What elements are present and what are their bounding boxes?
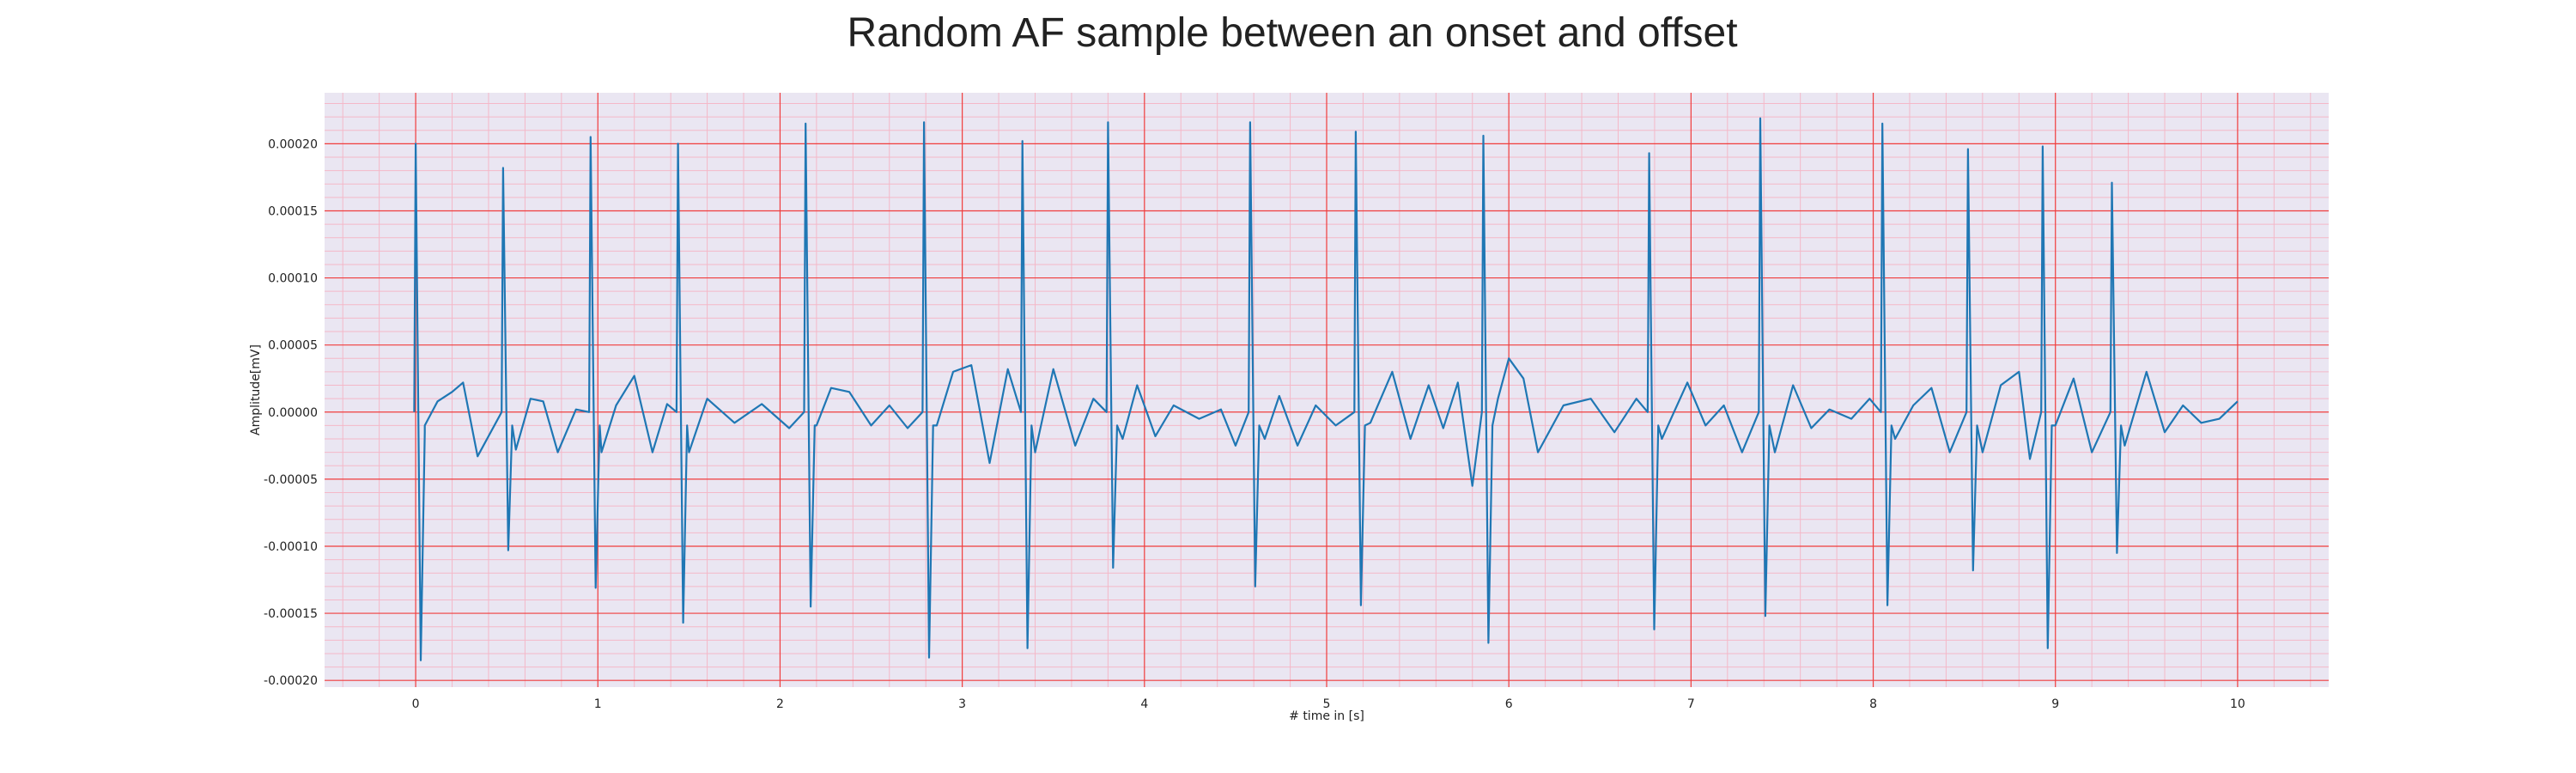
x-tick-label: 0 (412, 697, 420, 711)
ecg-signal-line (413, 117, 2239, 661)
y-tick-label: 0.00015 (268, 204, 318, 218)
x-axis-ticks: 0 1 2 3 4 5 6 7 8 9 10 (412, 697, 2245, 711)
plot-area (325, 93, 2329, 687)
x-tick-label: 6 (1505, 697, 1513, 711)
y-tick-label: 0.00010 (268, 272, 318, 286)
y-tick-label: -0.00015 (264, 607, 318, 621)
x-tick-label: 8 (1869, 697, 1877, 711)
x-tick-label: 7 (1687, 697, 1695, 711)
y-tick-label: 0.00020 (268, 137, 318, 151)
x-tick-label: 9 (2051, 697, 2059, 711)
chart-title: Random AF sample between an onset and of… (847, 10, 1737, 56)
x-axis-label: # time in [s] (1289, 709, 1364, 723)
x-tick-label: 4 (1140, 697, 1148, 711)
x-tick-label: 10 (2230, 697, 2245, 711)
y-tick-label: -0.00005 (264, 473, 318, 487)
x-tick-label: 1 (594, 697, 602, 711)
y-axis-ticks: -0.00020 -0.00015 -0.00010 -0.00005 0.00000 0… (264, 137, 318, 688)
y-tick-label: 0.00005 (268, 339, 318, 353)
x-tick-label: 3 (958, 697, 966, 711)
x-tick-label: 2 (776, 697, 784, 711)
y-tick-label: -0.00020 (264, 674, 318, 688)
y-tick-label: -0.00010 (264, 540, 318, 554)
x-tick-label: 5 (1323, 697, 1331, 711)
y-tick-label: 0.00000 (268, 406, 318, 420)
major-grid (325, 93, 2329, 687)
y-axis-label: Amplitude[mV] (249, 344, 263, 435)
